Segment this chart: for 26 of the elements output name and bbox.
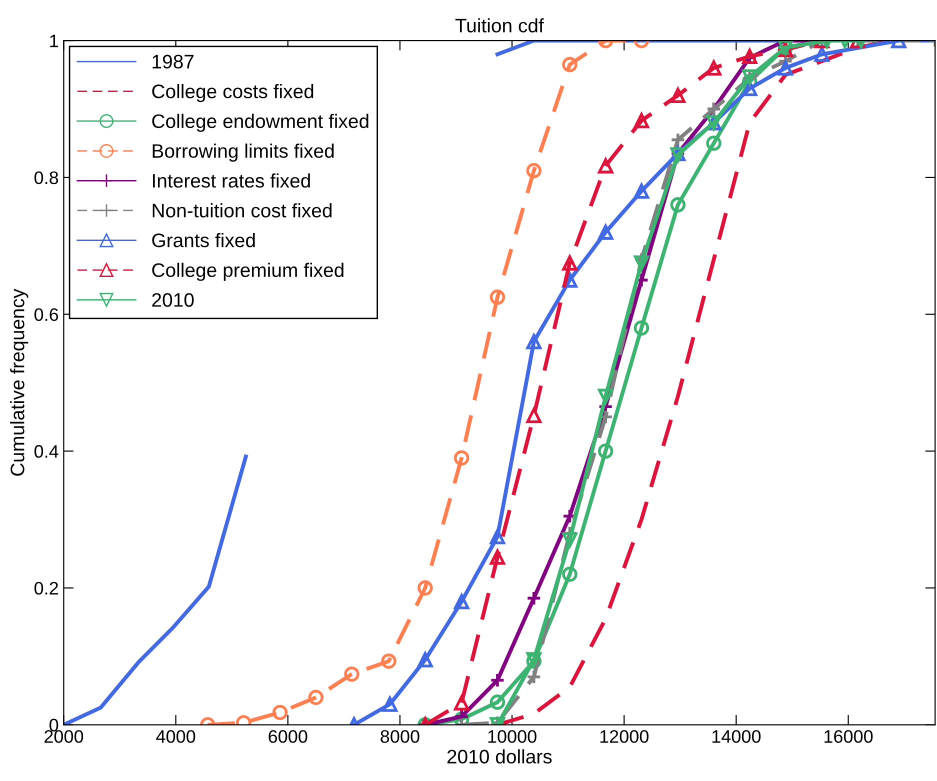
legend-label: College premium fixed xyxy=(152,262,344,281)
x-tick-label: 12000 xyxy=(600,730,649,743)
chart-title: Tuition cdf xyxy=(455,18,544,32)
y-tick-label: 0.4 xyxy=(34,445,58,458)
x-axis-title: 2010 dollars xyxy=(447,749,552,764)
y-tick-label: 0.6 xyxy=(34,308,58,321)
legend-label: 2010 xyxy=(152,293,194,307)
legend-label: 1987 xyxy=(152,54,194,69)
x-tick-label: 10000 xyxy=(488,730,536,743)
legend-label: College endowment fixed xyxy=(152,114,368,132)
x-tick-label: 8000 xyxy=(380,730,420,743)
y-tick-label: 1 xyxy=(50,34,58,48)
legend-label: Grants fixed xyxy=(152,232,255,248)
legend-label: Borrowing limits fixed xyxy=(152,144,334,162)
x-tick-label: 2000 xyxy=(44,730,84,743)
x-tick-label: 16000 xyxy=(824,730,873,743)
legend-label: College costs fixed xyxy=(152,84,314,102)
x-tick-label: 6000 xyxy=(268,730,308,743)
x-tick-label: 4000 xyxy=(156,730,196,743)
legend-label: Non-tuition cost fixed xyxy=(152,203,332,218)
y-axis-title: Cumulative frequency xyxy=(10,288,28,476)
y-tick-label: 0.2 xyxy=(34,582,58,595)
x-tick-label: 14000 xyxy=(712,730,761,743)
y-tick-label: 0 xyxy=(50,718,58,732)
legend-label: Interest rates fixed xyxy=(153,173,310,188)
y-tick-label: 0.8 xyxy=(34,171,58,184)
